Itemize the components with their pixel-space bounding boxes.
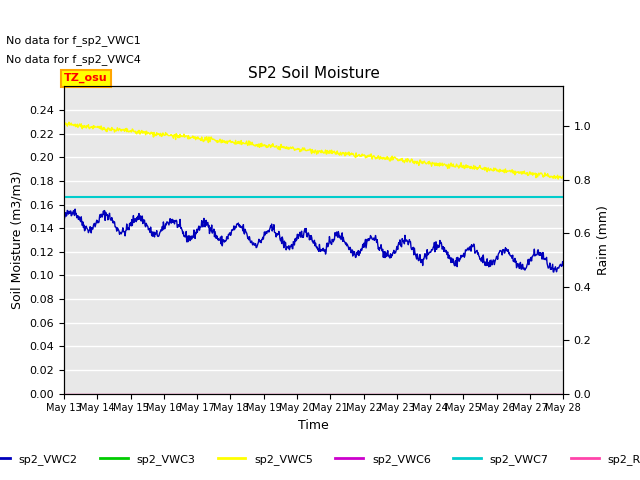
- Y-axis label: Soil Moisture (m3/m3): Soil Moisture (m3/m3): [11, 171, 24, 309]
- Title: SP2 Soil Moisture: SP2 Soil Moisture: [248, 66, 380, 81]
- Legend: sp2_VWC2, sp2_VWC3, sp2_VWC5, sp2_VWC6, sp2_VWC7, sp2_Rain: sp2_VWC2, sp2_VWC3, sp2_VWC5, sp2_VWC6, …: [0, 450, 640, 469]
- Y-axis label: Raim (mm): Raim (mm): [597, 205, 610, 275]
- Text: No data for f_sp2_VWC1: No data for f_sp2_VWC1: [6, 35, 141, 46]
- Text: No data for f_sp2_VWC4: No data for f_sp2_VWC4: [6, 54, 141, 65]
- Text: TZ_osu: TZ_osu: [64, 73, 108, 84]
- X-axis label: Time: Time: [298, 419, 329, 432]
